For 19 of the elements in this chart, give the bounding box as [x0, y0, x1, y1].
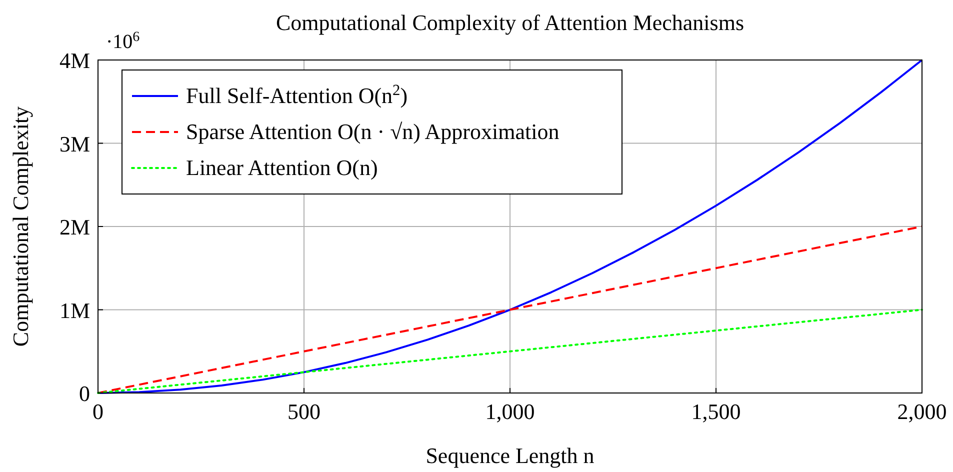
y-tick-label: 3M	[59, 131, 90, 156]
x-axis-title: Sequence Length n	[426, 443, 594, 468]
line-series	[97, 308, 923, 394]
x-tick-label: 500	[288, 399, 320, 424]
y-tick-label: 0	[79, 381, 90, 406]
line-series	[97, 226, 923, 394]
y-axis-title: Computational Complexity	[8, 106, 33, 347]
x-tick-label: 1,500	[691, 399, 741, 424]
y-tick-label: 4M	[59, 48, 90, 73]
x-tick-label: 1,000	[485, 399, 535, 424]
legend-label: Sparse Attention O(n · √n) Approximation	[186, 119, 560, 144]
x-tick-label: 2,000	[897, 399, 947, 424]
y-tick-label: 1M	[59, 298, 90, 323]
legend-label: Linear Attention O(n)	[186, 155, 378, 180]
legend-label: Full Self-Attention O(n$^{2}$)	[186, 82, 408, 108]
y-tick-label: 2M	[59, 214, 90, 240]
chart-title: Computational Complexity of Attention Mechanisms	[276, 10, 744, 35]
text: ·10$^{6}$	[106, 30, 140, 53]
line-series	[97, 59, 923, 394]
